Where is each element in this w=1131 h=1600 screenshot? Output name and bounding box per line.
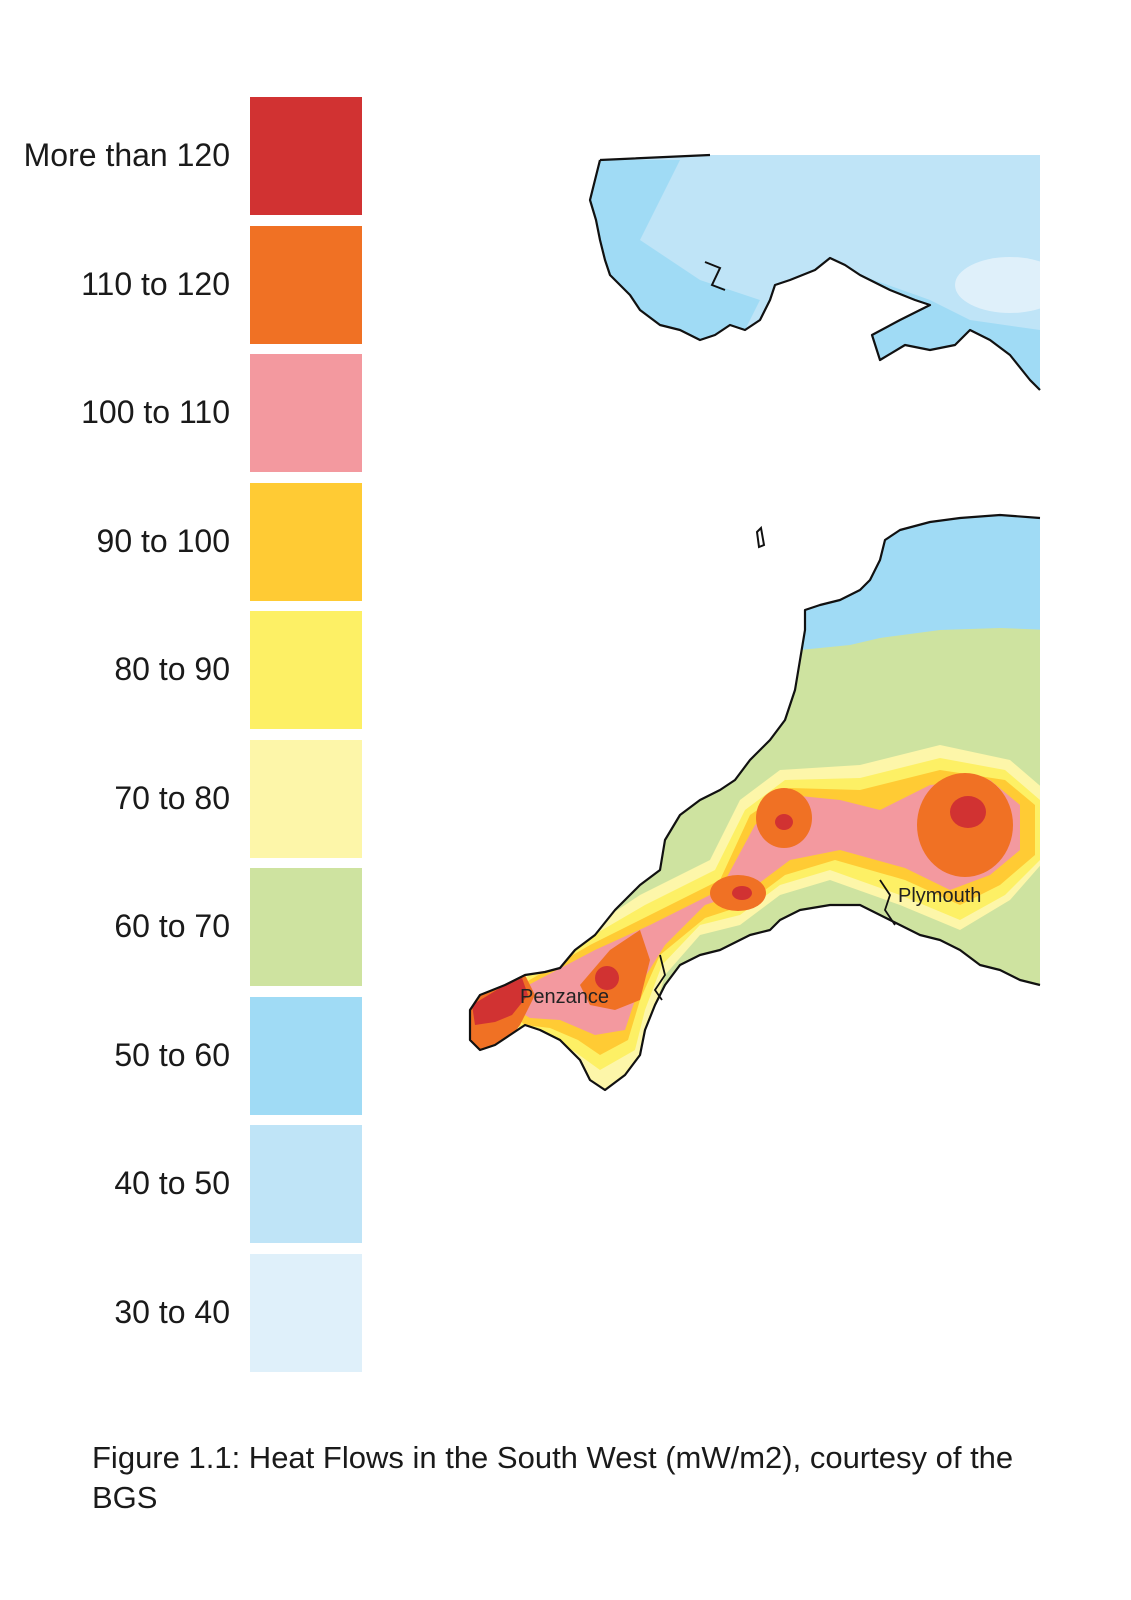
- legend-swatch: [250, 97, 362, 215]
- heat-flow-map: Penzance Plymouth: [468, 153, 1041, 1092]
- fal-estuary: [653, 954, 666, 1001]
- legend-item: 40 to 50: [0, 1125, 362, 1243]
- figure-caption: Figure 1.1: Heat Flows in the South West…: [92, 1440, 1014, 1516]
- tamar-estuary: [879, 879, 896, 926]
- legend-label: 40 to 50: [114, 1165, 230, 1202]
- milford-haven-inlet: [704, 261, 726, 291]
- legend-item: 110 to 120: [0, 225, 362, 344]
- legend-label: 60 to 70: [114, 908, 230, 945]
- legend-label: 30 to 40: [114, 1293, 230, 1330]
- legend-swatch: [250, 482, 362, 601]
- legend-swatch: [250, 868, 362, 986]
- legend-swatch: [250, 225, 362, 344]
- legend-item: 90 to 100: [0, 482, 362, 601]
- legend: More than 120 110 to 120 100 to 110 90 to 1…: [0, 0, 370, 1400]
- bodmin-core-over-120: [775, 814, 793, 830]
- legend-item: 50 to 60: [0, 996, 362, 1115]
- legend-label: 70 to 80: [114, 779, 230, 816]
- wales-region: [588, 153, 1041, 391]
- place-label-plymouth: Plymouth: [898, 885, 981, 907]
- peninsula-coastline: [468, 513, 1041, 1092]
- legend-swatch: [250, 1125, 362, 1243]
- wales-30-40-zone: [955, 257, 1040, 313]
- legend-item: 60 to 70: [0, 868, 362, 986]
- legend-label: More than 120: [23, 137, 230, 174]
- legend-item: 80 to 90: [0, 611, 362, 729]
- legend-item: 100 to 110: [0, 354, 362, 472]
- legend-swatch: [250, 611, 362, 729]
- legend-label: 50 to 60: [114, 1036, 230, 1073]
- legend-label: 80 to 90: [114, 651, 230, 688]
- legend-label: 90 to 100: [96, 522, 230, 559]
- legend-swatch: [250, 354, 362, 472]
- legend-swatch: [250, 996, 362, 1115]
- legend-swatch: [250, 739, 362, 858]
- legend-swatch: [250, 1253, 362, 1372]
- legend-item: More than 120: [0, 97, 362, 215]
- lundy-island: [755, 525, 766, 549]
- wales-coastline: [588, 153, 1041, 391]
- plymouth-core-over-120: [950, 796, 986, 828]
- cornwall-devon-region: Penzance Plymouth: [468, 513, 1041, 1092]
- stausell-core-over-120: [732, 886, 752, 900]
- legend-label: 110 to 120: [81, 265, 230, 302]
- carnmenellis-core-over-120: [595, 966, 619, 990]
- legend-item: 30 to 40: [0, 1253, 362, 1372]
- legend-label: 100 to 110: [81, 394, 230, 431]
- place-label-penzance: Penzance: [520, 986, 609, 1008]
- legend-item: 70 to 80: [0, 739, 362, 858]
- lands-end-core-over-120: [472, 978, 528, 1025]
